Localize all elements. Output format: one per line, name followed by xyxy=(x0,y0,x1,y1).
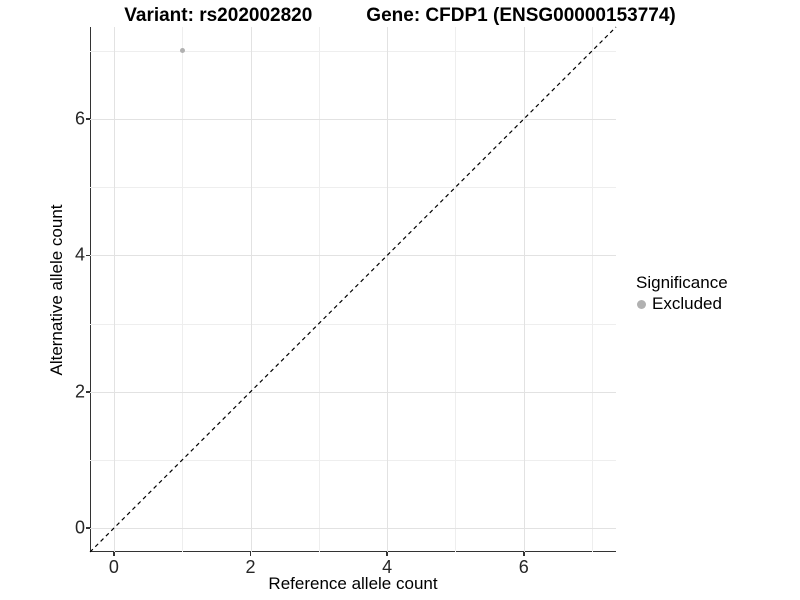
x-tick-label: 6 xyxy=(518,557,529,577)
minor-gridline-y xyxy=(90,459,616,461)
data-point xyxy=(179,48,185,54)
major-gridline-y xyxy=(90,391,616,393)
minor-gridline-x xyxy=(182,27,184,552)
minor-gridline-x xyxy=(592,27,594,552)
legend-title: Significance xyxy=(636,273,728,292)
plot-title-gene: Gene: CFDP1 (ENSG00000153774) xyxy=(366,5,676,26)
excluded-dot-icon xyxy=(637,299,646,309)
y-tick-label: 2 xyxy=(74,381,85,402)
y-axis-label: Alternative allele count xyxy=(47,204,66,376)
y-tick-mark xyxy=(86,391,90,393)
y-tick-mark xyxy=(86,527,90,529)
major-gridline-x xyxy=(523,27,525,552)
y-tick-label: 4 xyxy=(74,244,85,265)
x-tick-mark xyxy=(386,552,388,556)
major-gridline-x xyxy=(387,27,389,552)
legend: Significance Excluded xyxy=(636,272,800,314)
major-gridline-y xyxy=(90,119,616,121)
major-gridline-y xyxy=(90,528,616,530)
legend-item-excluded: Excluded xyxy=(636,294,800,314)
minor-gridline-y xyxy=(90,323,616,325)
minor-gridline-x xyxy=(318,27,320,552)
x-tick-mark xyxy=(249,552,252,556)
plot-title-variant: Variant: rs202002820 xyxy=(124,5,313,26)
x-tick-label: 2 xyxy=(245,557,256,577)
minor-gridline-y xyxy=(90,50,616,52)
y-tick-mark xyxy=(86,118,90,120)
legend-item-label: Excluded xyxy=(652,294,722,313)
x-tick-mark xyxy=(523,552,525,556)
minor-gridline-y xyxy=(90,187,616,189)
y-tick-label: 0 xyxy=(74,517,85,538)
y-tick-label: 6 xyxy=(74,108,85,129)
plot-title: Variant: rs202002820 Gene: CFDP1 (ENSG00… xyxy=(0,5,800,27)
x-tick-label: 4 xyxy=(382,557,393,577)
x-tick-label: 0 xyxy=(108,557,119,577)
minor-gridline-x xyxy=(455,27,457,552)
x-tick-mark xyxy=(113,552,115,556)
plot-panel xyxy=(90,27,616,552)
major-gridline-y xyxy=(90,255,616,257)
major-gridline-x xyxy=(113,27,115,552)
x-axis-label: Reference allele count xyxy=(268,574,438,593)
y-tick-mark xyxy=(86,254,90,257)
major-gridline-x xyxy=(250,27,252,552)
